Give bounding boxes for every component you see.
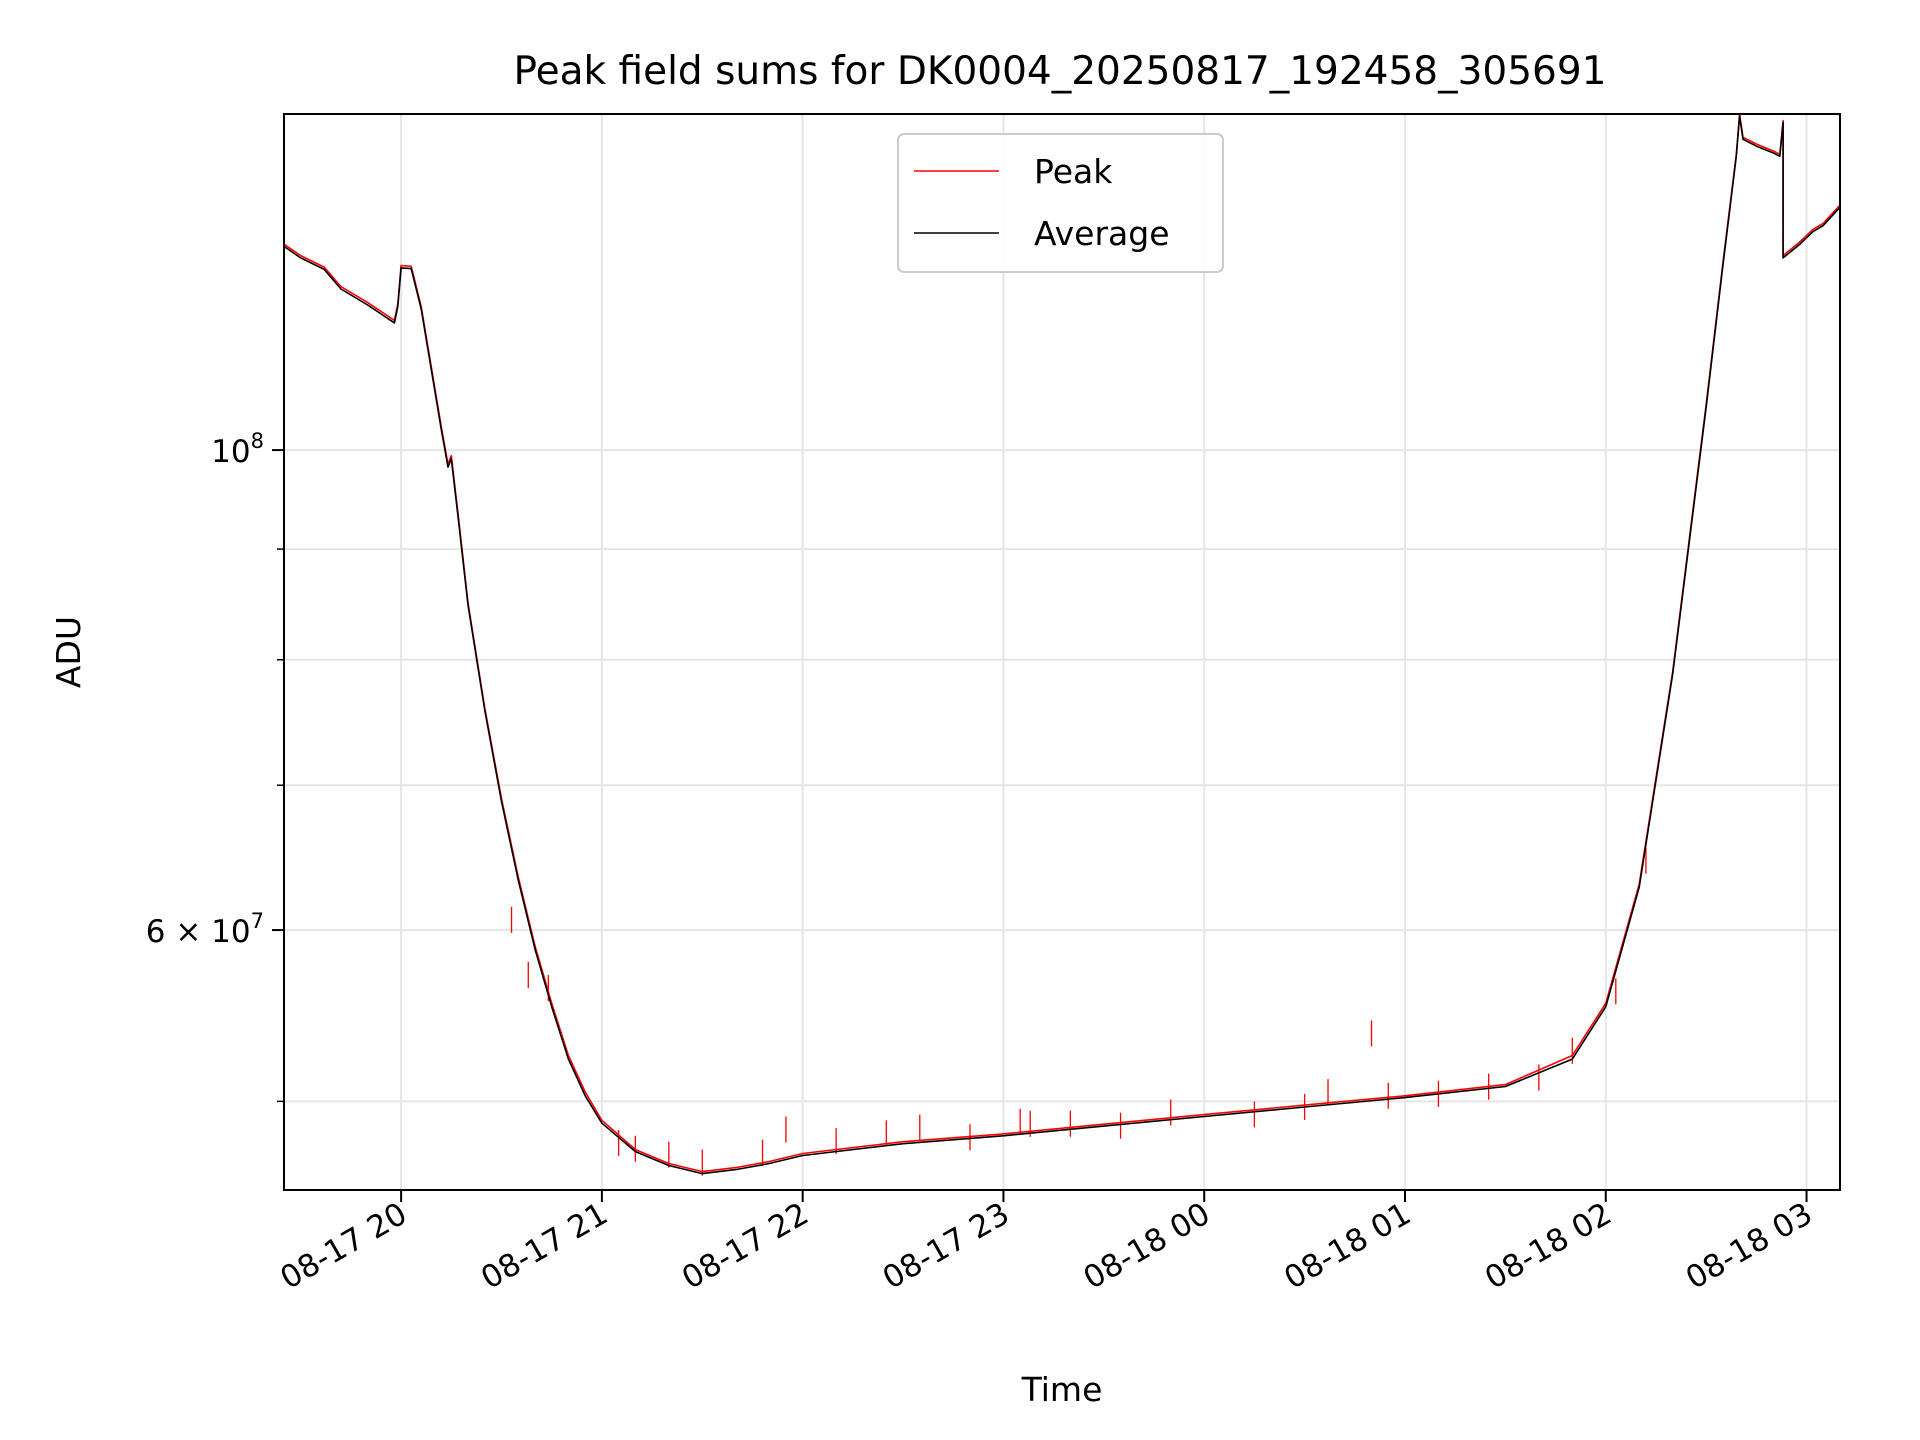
- x-axis-label: Time: [1021, 1370, 1103, 1409]
- y-axis: 108 6 × 107: [146, 429, 284, 1103]
- legend-box: [897, 133, 1224, 273]
- legend-label-average: Average: [1034, 214, 1170, 253]
- legend-label-peak: Peak: [1034, 152, 1113, 191]
- chart-title: Peak field sums for DK0004_20250817_1924…: [514, 49, 1607, 94]
- y-tick-label: 6 × 107: [146, 909, 264, 950]
- y-axis-label: ADU: [49, 616, 88, 688]
- series-layer: [283, 113, 1841, 1176]
- y-tick-label: 108: [211, 429, 264, 470]
- gridlines: [284, 114, 1840, 1190]
- series-line-average: [283, 115, 1841, 1175]
- legend: Peak Average: [897, 133, 1224, 273]
- plot-frame: [283, 113, 1841, 1191]
